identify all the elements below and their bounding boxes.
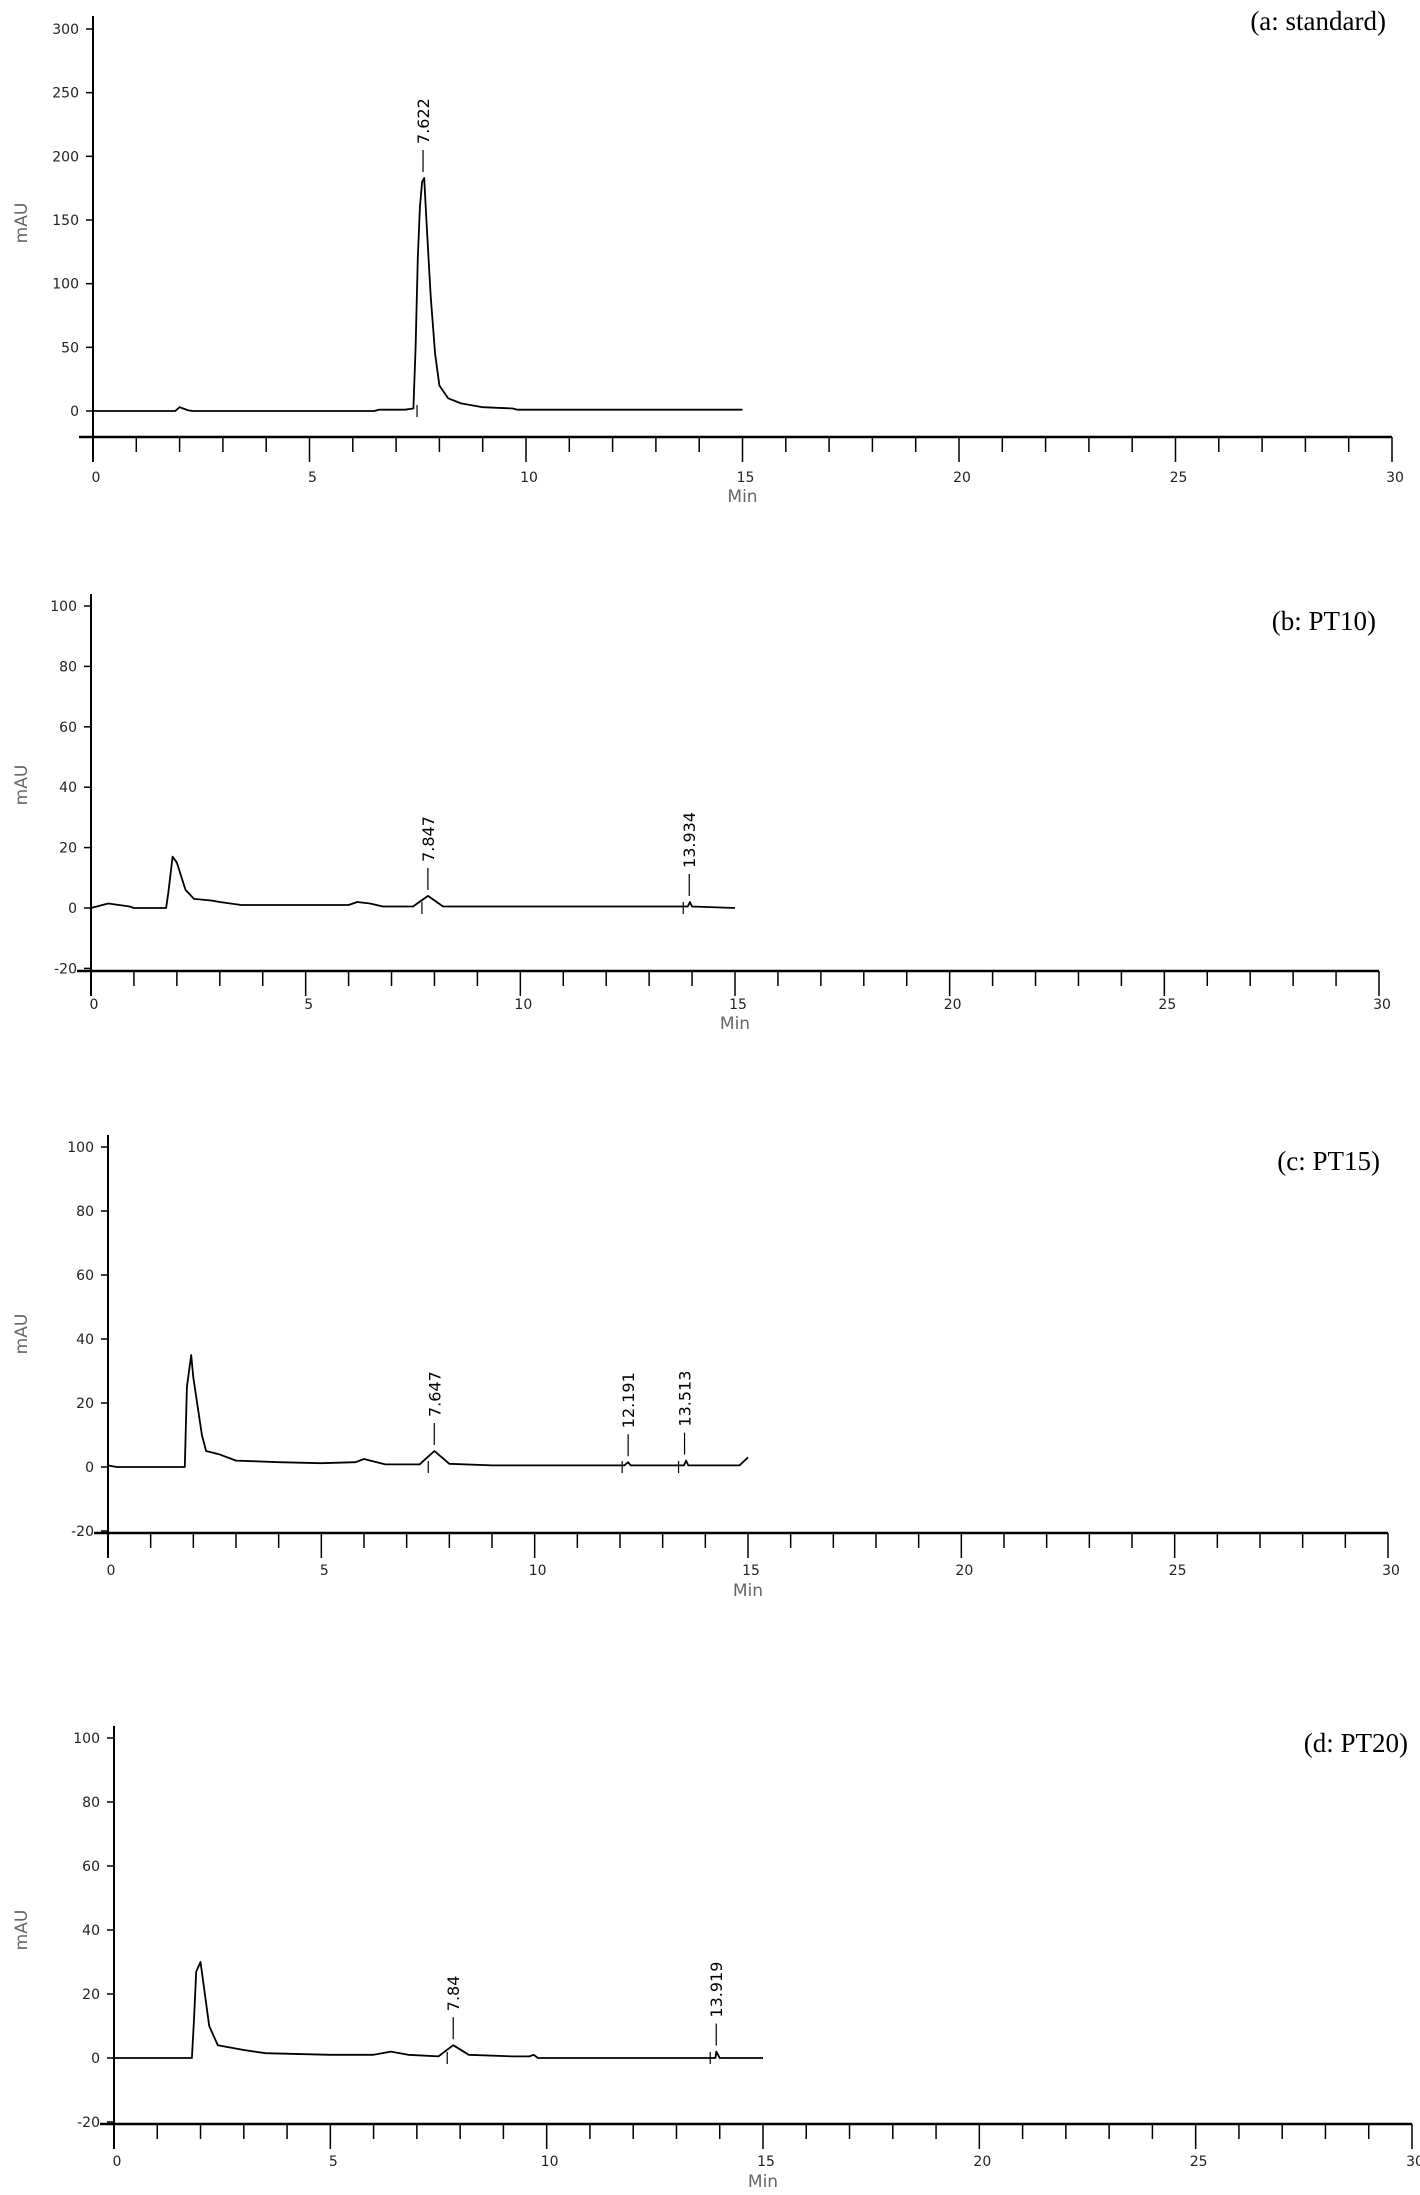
x-tick-label: 20 [973,2154,991,2170]
panel-label: (a: standard) [1250,6,1386,36]
x-tick-label: 25 [1169,1563,1187,1579]
x-tick-label: 30 [1373,997,1391,1013]
x-tick-label: 20 [944,997,962,1013]
peak-label: 13.919 [707,1962,726,2018]
chromatogram-trace [93,177,743,412]
peak-label: 7.847 [419,816,438,862]
chromatogram-trace [90,855,736,909]
x-tick-label: 0 [113,2154,122,2170]
x-tick-label: 0 [92,470,101,486]
y-tick-label: 300 [52,22,79,38]
y-axis-title: mAU [12,1314,32,1355]
panel-label: (b: PT10) [1272,606,1376,636]
y-tick-label: 20 [59,841,77,857]
y-tick-label: 60 [82,1859,100,1875]
x-tick-label: 15 [757,2154,775,2170]
x-tick-label: 5 [329,2154,338,2170]
x-axis-title: Min [733,1581,763,1601]
y-tick-label: 100 [67,1140,94,1156]
peak-label: 7.622 [414,98,433,144]
y-tick-label: 80 [59,659,77,675]
y-tick-label: -20 [71,1524,94,1540]
y-tick-label: 0 [91,2051,100,2067]
y-tick-label: 60 [59,720,77,736]
x-tick-label: 25 [1170,470,1188,486]
x-tick-label: 0 [107,1563,116,1579]
x-tick-label: 10 [520,470,538,486]
chart-panel-a: 0 50 100 150 200 250 300 0 5 10 15 20 25 30 Min mAU (a: … [12,6,1404,507]
peak-label: 7.647 [425,1371,444,1417]
y-tick-label: 20 [82,1987,100,2003]
peak-label: 12.191 [619,1372,638,1428]
peak-label: 7.84 [444,1976,463,2012]
x-tick-label: 5 [308,470,317,486]
y-tick-label: 0 [70,404,79,420]
x-tick-label: 25 [1190,2154,1208,2170]
y-tick-label: 0 [68,901,77,917]
peak-label: 13.934 [680,812,699,868]
y-tick-label: 40 [59,780,77,796]
y-tick-label: 80 [76,1204,94,1220]
y-tick-label: 40 [76,1332,94,1348]
chart-panel-c: -20 0 20 40 60 80 100 0 5 10 15 20 25 30 Min mAU (c: PT1… [12,1135,1400,1601]
y-tick-label: 100 [50,599,77,615]
y-tick-label: 0 [85,1460,94,1476]
x-tick-label: 30 [1406,2154,1420,2170]
x-tick-label: 15 [742,1563,760,1579]
x-axis-title: Min [720,1014,750,1034]
x-tick-label: 20 [955,1563,973,1579]
chart-panel-d: -20 0 20 40 60 80 100 0 5 10 15 20 25 30 Min mAU (d: PT2… [12,1726,1420,2192]
y-axis-title: mAU [12,765,32,806]
panel-label: (d: PT20) [1304,1728,1408,1758]
y-tick-label: 150 [52,213,79,229]
x-tick-label: 5 [320,1563,329,1579]
x-tick-label: 10 [541,2154,559,2170]
x-tick-label: 10 [514,997,532,1013]
x-tick-label: 5 [304,997,313,1013]
chromatogram-trace [107,1354,749,1468]
x-tick-label: 0 [90,997,99,1013]
x-tick-label: 10 [529,1563,547,1579]
y-tick-label: 50 [61,340,79,356]
x-axis-title: Min [727,487,757,507]
peak-label: 13.513 [676,1371,695,1427]
x-tick-label: 30 [1382,1563,1400,1579]
y-tick-label: -20 [54,961,77,977]
x-tick-label: 15 [737,470,755,486]
y-tick-label: 80 [82,1795,100,1811]
x-tick-label: 30 [1386,470,1404,486]
x-tick-label: 25 [1158,997,1176,1013]
y-tick-label: 60 [76,1268,94,1284]
y-tick-label: 250 [52,86,79,102]
y-tick-label: 100 [52,277,79,293]
chromatogram-trace [114,1961,763,2059]
y-tick-label: 200 [52,149,79,165]
x-tick-label: 15 [729,997,747,1013]
y-tick-label: 20 [76,1396,94,1412]
chart-panel-b: -20 0 20 40 60 80 100 0 5 10 15 20 25 30 Min mAU (b: PT1… [12,594,1391,1034]
panel-label: (c: PT15) [1277,1146,1380,1176]
y-axis-title: mAU [12,203,32,244]
x-tick-label: 20 [953,470,971,486]
y-tick-label: 40 [82,1923,100,1939]
x-axis-title: Min [748,2172,778,2192]
y-tick-label: -20 [77,2115,100,2131]
y-axis-title: mAU [12,1910,32,1951]
y-tick-label: 100 [73,1731,100,1747]
